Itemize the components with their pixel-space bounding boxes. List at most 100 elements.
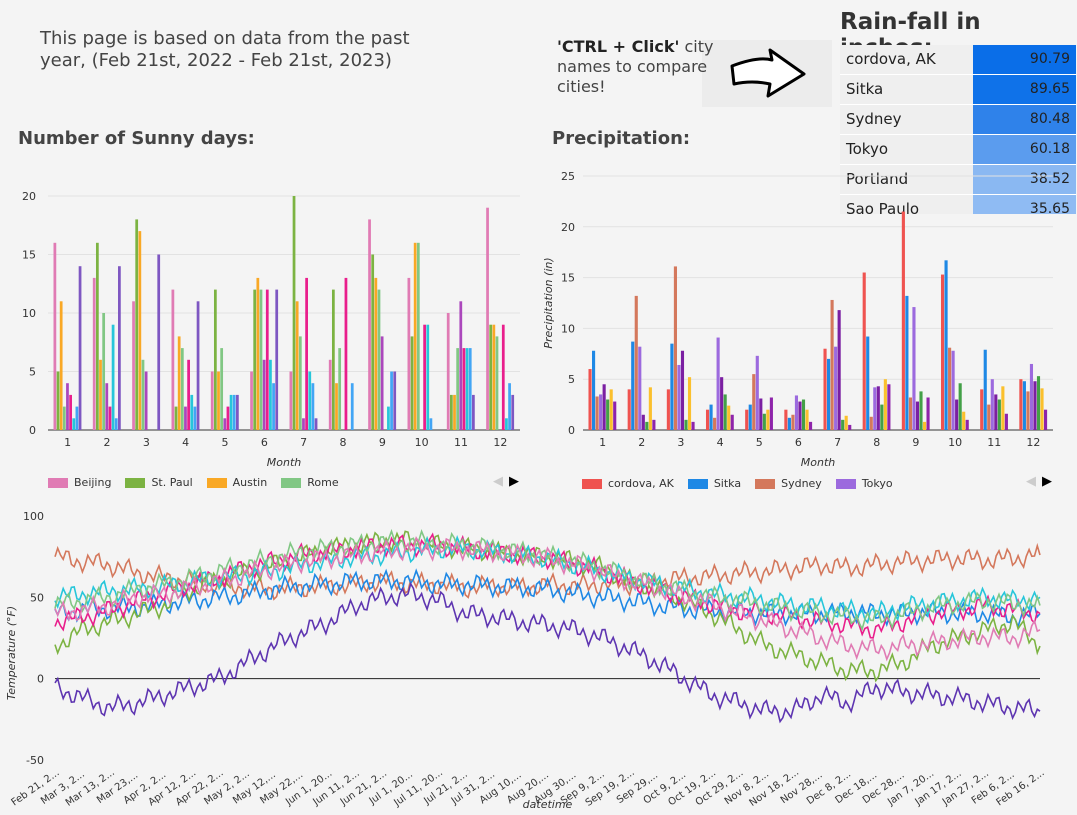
intro-text: This page is based on data from the past… <box>40 28 410 71</box>
bar <box>53 242 57 430</box>
sunny-legend: Beijing St. Paul Austin Rome <box>48 476 353 489</box>
bar <box>745 409 749 430</box>
bar <box>229 394 233 430</box>
bar <box>787 417 791 430</box>
y-tick-label: 15 <box>22 249 36 262</box>
rainfall-city[interactable]: Tokyo <box>840 135 973 164</box>
x-tick-label: 7 <box>300 436 307 449</box>
rainfall-city[interactable]: cordova, AK <box>840 45 973 74</box>
bar <box>958 383 962 430</box>
bar <box>449 394 453 430</box>
x-tick-label: 8 <box>873 436 880 449</box>
rainfall-row[interactable]: Sydney 80.48 <box>840 105 1076 135</box>
bar <box>210 371 214 430</box>
rainfall-row[interactable]: Sitka 89.65 <box>840 75 1076 105</box>
bar <box>997 399 1001 430</box>
bar <box>217 371 220 430</box>
bar <box>948 347 952 430</box>
bar <box>720 377 724 430</box>
legend-prev-icon[interactable]: ◀ <box>493 474 503 489</box>
bar <box>987 404 991 430</box>
bar <box>416 242 420 430</box>
legend-item[interactable]: Sitka <box>687 477 741 490</box>
legend-item[interactable]: St. Paul <box>125 476 193 489</box>
rainfall-city[interactable]: Sydney <box>840 105 973 134</box>
bar <box>213 289 217 430</box>
legend-swatch <box>582 478 602 489</box>
legend-prev-icon[interactable]: ◀ <box>1026 474 1036 489</box>
y-axis-label: Temperature (°F) <box>5 606 18 700</box>
bar <box>410 336 414 430</box>
bar <box>1040 388 1044 430</box>
bar <box>253 289 257 430</box>
bar <box>759 398 763 430</box>
bar <box>805 409 809 430</box>
legend-item[interactable]: Beijing <box>48 476 111 489</box>
bar <box>866 336 870 430</box>
x-axis-label: Month <box>267 456 302 469</box>
rainfall-table[interactable]: cordova, AK 90.79 Sitka 89.65 Sydney 80.48 Tok… <box>840 45 1076 214</box>
bar <box>827 358 831 430</box>
bar <box>691 421 695 430</box>
rainfall-row[interactable]: Sao Paulo 35.65 <box>840 195 1076 214</box>
rainfall-row[interactable]: cordova, AK 90.79 <box>840 45 1076 75</box>
bar <box>190 394 194 430</box>
legend-next-icon[interactable]: ▶ <box>1042 474 1052 489</box>
bar <box>171 289 175 430</box>
legend-next-icon[interactable]: ▶ <box>509 474 519 489</box>
bar <box>1026 391 1030 430</box>
series-line <box>54 536 1041 662</box>
bar <box>429 418 433 430</box>
rainfall-city[interactable]: Sitka <box>840 75 973 104</box>
bar <box>335 383 338 430</box>
bar <box>602 384 606 430</box>
bar <box>108 406 112 430</box>
legend-label: Tokyo <box>861 477 893 490</box>
rainfall-row[interactable]: Portland 38.52 <box>840 165 1076 195</box>
bar <box>66 383 69 430</box>
bar <box>962 411 966 430</box>
bar <box>723 394 727 430</box>
bar <box>72 418 76 430</box>
bar <box>912 307 916 430</box>
bar <box>666 389 670 430</box>
legend-item[interactable]: Tokyo <box>835 477 893 490</box>
legend-item[interactable]: Austin <box>206 476 267 489</box>
legend-item[interactable]: Rome <box>281 476 339 489</box>
bar <box>338 348 342 430</box>
bar <box>62 406 66 430</box>
rainfall-row[interactable]: Tokyo 60.18 <box>840 135 1076 165</box>
rainfall-city[interactable]: Portland <box>840 165 973 194</box>
precip-legend-pager[interactable]: ◀ ▶ <box>1026 474 1052 489</box>
rainfall-value: 60.18 <box>973 135 1076 164</box>
bar <box>423 324 426 430</box>
bar <box>648 387 652 430</box>
bar <box>915 401 920 430</box>
bar <box>462 348 466 430</box>
x-tick-label: 5 <box>222 436 229 449</box>
sunny-legend-pager[interactable]: ◀ ▶ <box>493 474 519 489</box>
x-tick-label: 1 <box>64 436 71 449</box>
bar <box>250 371 253 430</box>
y-tick-label: 50 <box>30 591 44 604</box>
bar <box>135 219 139 430</box>
rainfall-city[interactable]: Sao Paulo <box>840 195 973 214</box>
y-tick-label: 25 <box>561 170 575 183</box>
bar <box>588 369 592 430</box>
bar <box>645 421 649 430</box>
bar <box>752 374 756 430</box>
bar <box>265 289 269 430</box>
legend-item[interactable]: cordova, AK <box>582 477 674 490</box>
bar <box>180 348 184 430</box>
bar <box>453 394 456 430</box>
legend-item[interactable]: Sydney <box>755 477 822 490</box>
bar <box>387 406 390 430</box>
bar <box>634 295 638 430</box>
bar <box>613 401 617 430</box>
bar <box>511 394 515 430</box>
legend-swatch <box>281 477 302 488</box>
bar <box>157 254 161 430</box>
x-tick-label: 6 <box>795 436 802 449</box>
legend-swatch <box>835 478 856 489</box>
bar <box>489 324 493 430</box>
